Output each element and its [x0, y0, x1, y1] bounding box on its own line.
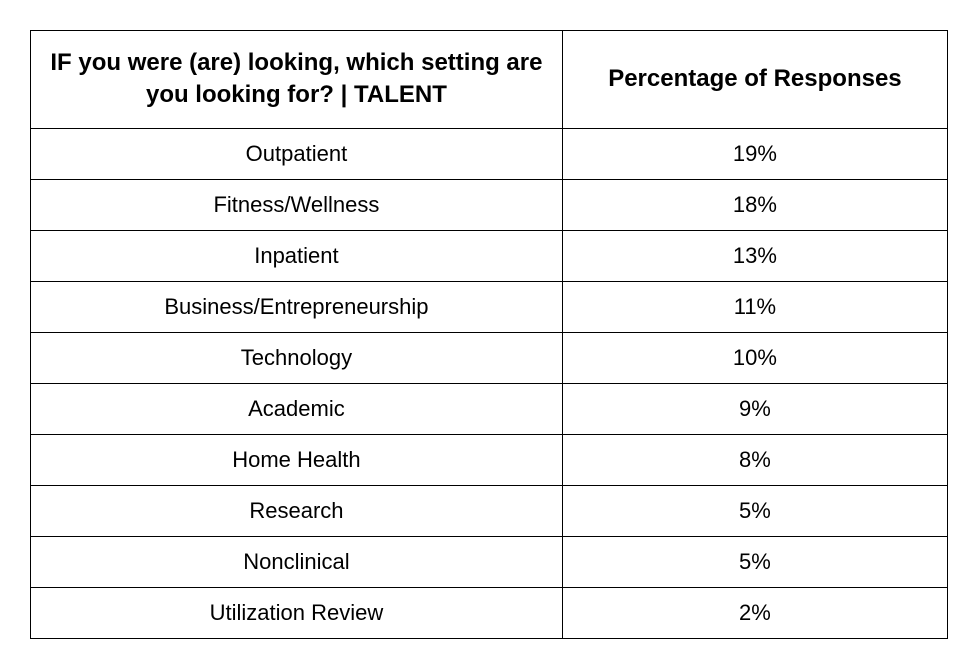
cell-setting: Technology [31, 332, 563, 383]
table-row: Fitness/Wellness 18% [31, 179, 948, 230]
cell-setting: Home Health [31, 434, 563, 485]
column-header-percentage: Percentage of Responses [562, 31, 947, 129]
table-row: Home Health 8% [31, 434, 948, 485]
cell-setting: Business/Entrepreneurship [31, 281, 563, 332]
cell-setting: Outpatient [31, 128, 563, 179]
table-row: Technology 10% [31, 332, 948, 383]
cell-percentage: 2% [562, 587, 947, 638]
table-row: Utilization Review 2% [31, 587, 948, 638]
table-row: Inpatient 13% [31, 230, 948, 281]
cell-setting: Inpatient [31, 230, 563, 281]
cell-setting: Fitness/Wellness [31, 179, 563, 230]
table-header-row: IF you were (are) looking, which setting… [31, 31, 948, 129]
table-row: Academic 9% [31, 383, 948, 434]
cell-percentage: 11% [562, 281, 947, 332]
cell-percentage: 18% [562, 179, 947, 230]
cell-setting: Research [31, 485, 563, 536]
cell-setting: Academic [31, 383, 563, 434]
table-row: Nonclinical 5% [31, 536, 948, 587]
cell-percentage: 8% [562, 434, 947, 485]
table-row: Business/Entrepreneurship 11% [31, 281, 948, 332]
cell-percentage: 5% [562, 485, 947, 536]
table-row: Research 5% [31, 485, 948, 536]
column-header-setting: IF you were (are) looking, which setting… [31, 31, 563, 129]
cell-percentage: 5% [562, 536, 947, 587]
survey-table: IF you were (are) looking, which setting… [30, 30, 948, 639]
cell-percentage: 19% [562, 128, 947, 179]
table-body: Outpatient 19% Fitness/Wellness 18% Inpa… [31, 128, 948, 638]
cell-setting: Utilization Review [31, 587, 563, 638]
table-row: Outpatient 19% [31, 128, 948, 179]
cell-setting: Nonclinical [31, 536, 563, 587]
cell-percentage: 10% [562, 332, 947, 383]
cell-percentage: 13% [562, 230, 947, 281]
cell-percentage: 9% [562, 383, 947, 434]
